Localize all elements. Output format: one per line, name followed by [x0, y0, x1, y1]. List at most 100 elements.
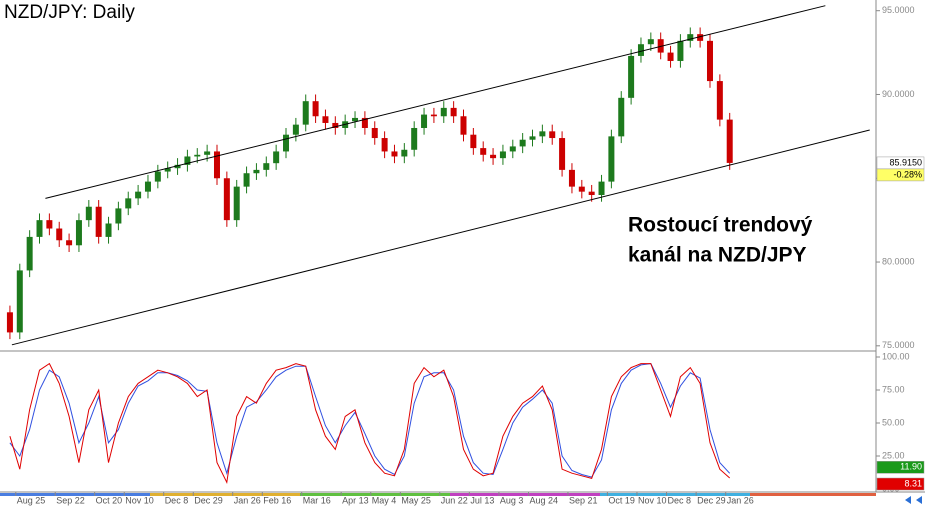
indicator-line	[9, 363, 731, 478]
candle-body	[529, 136, 536, 140]
candle-body	[499, 151, 506, 159]
x-tick-label: Aug 25	[17, 495, 46, 505]
candle-body	[26, 236, 33, 271]
x-tick-label: Oct 19	[608, 495, 635, 505]
last-value-tag: 8.31	[904, 478, 922, 488]
candle-body	[115, 208, 122, 224]
candle-body	[470, 134, 477, 149]
x-tick-label: Aug 24	[530, 495, 559, 505]
candle-body	[578, 186, 585, 192]
candle-body	[352, 117, 359, 122]
strip	[600, 493, 750, 496]
y-tick-label: 100.00	[882, 351, 910, 361]
x-tick-label: Jan 26	[234, 495, 261, 505]
candle-body	[292, 124, 299, 135]
candle-body	[223, 178, 230, 221]
x-tick-label: Aug 3	[500, 495, 524, 505]
x-tick-label: Feb 16	[263, 495, 291, 505]
strip	[150, 493, 300, 496]
candle-body	[361, 117, 368, 128]
candle-body	[421, 114, 428, 128]
candle-body	[322, 116, 329, 123]
candle-body	[371, 127, 378, 139]
candle-body	[618, 97, 625, 137]
y-tick-label: 80.0000	[882, 256, 915, 266]
x-tick-label: Jul 13	[470, 495, 494, 505]
scroll-arrows[interactable]	[905, 496, 922, 504]
x-tick-label: Jan 26	[727, 495, 754, 505]
candle-body	[95, 206, 102, 237]
chart-title: NZD/JPY: Daily	[4, 2, 135, 23]
candle-body	[233, 186, 240, 221]
strip	[0, 493, 150, 496]
change-tag: -0.28%	[893, 169, 922, 179]
candle-body	[490, 154, 497, 159]
x-tick-label: Nov 10	[638, 495, 667, 505]
candle-body	[667, 52, 674, 61]
last-value-tag-box	[876, 477, 925, 491]
candle-body	[480, 148, 487, 155]
strip	[750, 493, 876, 496]
candle-body	[253, 169, 260, 174]
change-tag-box	[876, 168, 925, 182]
last-value-tag: 11.90	[900, 462, 922, 472]
annotation: Rostoucí trendový	[628, 214, 813, 237]
indicator-line	[9, 362, 731, 485]
candle-body	[539, 131, 546, 137]
candle-body	[144, 181, 151, 192]
x-tick-label: Dec 29	[697, 495, 726, 505]
candle-body	[243, 173, 250, 187]
x-tick-label: Dec 8	[668, 495, 692, 505]
x-tick-label: Dec 8	[165, 495, 189, 505]
x-tick-label: Nov 10	[125, 495, 154, 505]
y-tick-label: 50.00	[882, 417, 905, 427]
candle-body	[66, 240, 73, 246]
candle-body	[46, 220, 53, 229]
x-tick-label: Dec 29	[194, 495, 223, 505]
candle-body	[687, 34, 694, 41]
candle-body	[677, 40, 684, 61]
last-value-tag-box	[876, 461, 925, 474]
strip	[300, 493, 450, 496]
candle-body	[549, 131, 556, 139]
trend-line	[45, 5, 826, 199]
candle-body	[706, 40, 713, 82]
candle-body	[332, 122, 339, 128]
candle-body	[588, 191, 595, 196]
candle-body	[283, 134, 290, 152]
candle-body	[647, 39, 654, 45]
candle-body	[16, 270, 23, 333]
candle-body	[174, 164, 181, 169]
candle-body	[381, 138, 388, 152]
candle-body	[75, 220, 82, 246]
last-price-tag: 85.9150	[889, 157, 922, 167]
candle-body	[628, 55, 635, 98]
candle-body	[509, 146, 516, 152]
x-tick-label: May 25	[401, 495, 431, 505]
candle-body	[213, 151, 220, 179]
candle-body	[135, 191, 142, 199]
y-tick-label: 95.0000	[882, 5, 915, 15]
candle-body	[154, 171, 161, 182]
candle-body	[608, 136, 615, 182]
x-tick-label: Sep 22	[56, 495, 85, 505]
candle-body	[401, 149, 408, 157]
candle-body	[391, 151, 398, 157]
candle-body	[164, 168, 171, 172]
candle-body	[519, 139, 526, 147]
timeline-strip	[0, 493, 876, 496]
candle-body	[726, 119, 733, 163]
candle-body	[697, 34, 704, 41]
candle-body	[559, 138, 566, 170]
candle-body	[312, 101, 319, 117]
candle-body	[568, 169, 575, 187]
candle-body	[716, 81, 723, 120]
annotation: kanál na NZD/JPY	[628, 244, 807, 267]
candle-body	[273, 151, 280, 164]
candle-body	[460, 116, 467, 135]
x-tick-label: Apr 13	[342, 495, 369, 505]
candle-body	[125, 198, 132, 209]
